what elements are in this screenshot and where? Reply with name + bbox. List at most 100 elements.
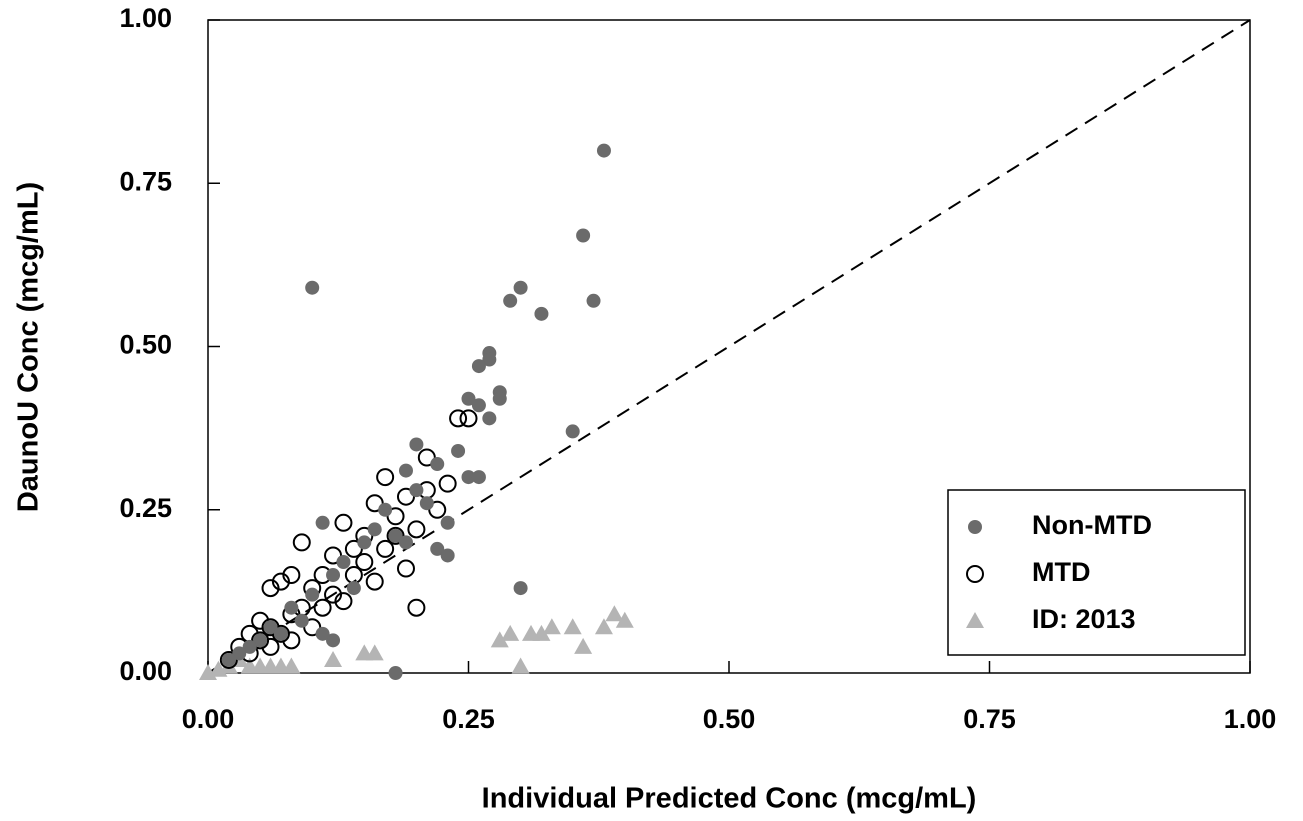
triangle-point — [615, 611, 634, 628]
open-circle-point — [355, 552, 374, 571]
filled-point — [388, 528, 403, 543]
filled-point — [284, 600, 299, 615]
legend-marker — [966, 612, 984, 628]
open-circle-point — [449, 409, 468, 428]
filled-point — [315, 515, 330, 530]
triangle-point — [542, 618, 561, 635]
x-tick-label: 0.00 — [182, 704, 235, 734]
filled-point — [430, 541, 445, 556]
identity-line — [207, 19, 1251, 674]
open-circle-point — [271, 572, 290, 591]
filled-point — [253, 633, 268, 648]
filled-point — [336, 554, 351, 569]
filled-point — [482, 411, 497, 426]
filled-point — [388, 666, 403, 680]
y-axis-title: DaunoU Conc (mcg/mL) — [13, 182, 45, 512]
filled-point — [242, 639, 257, 654]
legend-label: Non-MTD — [1032, 510, 1152, 540]
triangle-point — [563, 618, 582, 635]
legend-box — [947, 489, 1246, 656]
triangle-point — [324, 650, 343, 667]
legend-marker — [966, 565, 984, 583]
filled-point — [326, 568, 341, 583]
x-tick-label: 0.75 — [963, 704, 1016, 734]
triangle-point — [605, 605, 624, 622]
open-circle-point — [282, 566, 301, 585]
filled-point — [232, 646, 247, 661]
filled-point — [430, 457, 445, 472]
filled-point — [357, 535, 372, 550]
filled-point — [294, 613, 309, 628]
y-tick-label: 0.50 — [119, 330, 172, 360]
filled-point — [346, 581, 361, 596]
open-circle-point — [407, 520, 426, 539]
triangle-point — [522, 624, 541, 641]
filled-point — [461, 470, 476, 485]
filled-point — [409, 437, 424, 452]
open-circle-point — [438, 474, 457, 493]
filled-point — [315, 626, 330, 641]
y-tick-label: 1.00 — [119, 3, 172, 33]
triangle-point — [209, 660, 228, 677]
filled-point — [471, 359, 486, 374]
filled-point — [398, 535, 413, 550]
open-circle-point — [459, 409, 478, 428]
filled-point — [398, 463, 413, 478]
filled-point — [378, 502, 393, 517]
x-tick-label: 0.50 — [703, 704, 756, 734]
filled-point — [273, 626, 288, 641]
open-circle-point — [365, 572, 384, 591]
open-circle-point — [261, 579, 280, 598]
filled-point — [503, 293, 518, 308]
filled-point — [492, 391, 507, 406]
filled-point — [451, 443, 466, 458]
filled-point — [326, 633, 341, 648]
open-circle-point — [376, 468, 395, 487]
filled-point — [471, 470, 486, 485]
triangle-point — [251, 657, 270, 674]
filled-point — [367, 522, 382, 537]
y-tick-label: 0.00 — [119, 656, 172, 686]
filled-point — [263, 620, 278, 635]
triangle-point — [574, 637, 593, 654]
filled-point — [534, 306, 549, 321]
open-circle-point — [292, 533, 311, 552]
open-circle-point — [334, 513, 353, 532]
filled-point — [513, 581, 528, 596]
filled-point — [305, 587, 320, 602]
open-circle-point — [313, 598, 332, 617]
y-tick-label: 0.75 — [119, 166, 172, 196]
triangle-point — [511, 657, 530, 674]
triangle-point — [490, 631, 509, 648]
triangle-point — [271, 657, 290, 674]
open-circle-point — [334, 592, 353, 611]
filled-point — [586, 293, 601, 308]
filled-point — [565, 424, 580, 439]
x-tick-label: 0.25 — [442, 704, 495, 734]
filled-point — [440, 515, 455, 530]
open-circle-point — [396, 559, 415, 578]
filled-point — [440, 548, 455, 563]
filled-point — [471, 398, 486, 413]
open-circle-point — [407, 598, 426, 617]
triangle-point — [199, 664, 217, 680]
triangle-point — [501, 624, 520, 641]
legend-label: ID: 2013 — [1032, 604, 1136, 634]
x-tick-label: 1.00 — [1224, 704, 1277, 734]
filled-point — [419, 496, 434, 511]
filled-point — [221, 652, 236, 667]
triangle-point — [355, 644, 374, 661]
filled-point — [596, 143, 611, 158]
filled-point — [482, 352, 497, 367]
filled-point — [513, 280, 528, 295]
filled-point — [461, 391, 476, 406]
filled-point — [305, 280, 320, 295]
triangle-point — [594, 618, 613, 635]
y-tick-label: 0.25 — [119, 493, 172, 523]
legend-label: MTD — [1032, 557, 1090, 587]
filled-point — [576, 228, 591, 243]
open-circle-point — [324, 585, 343, 604]
open-circle-point — [376, 539, 395, 558]
x-axis-title: Individual Predicted Conc (mcg/mL) — [482, 783, 977, 815]
